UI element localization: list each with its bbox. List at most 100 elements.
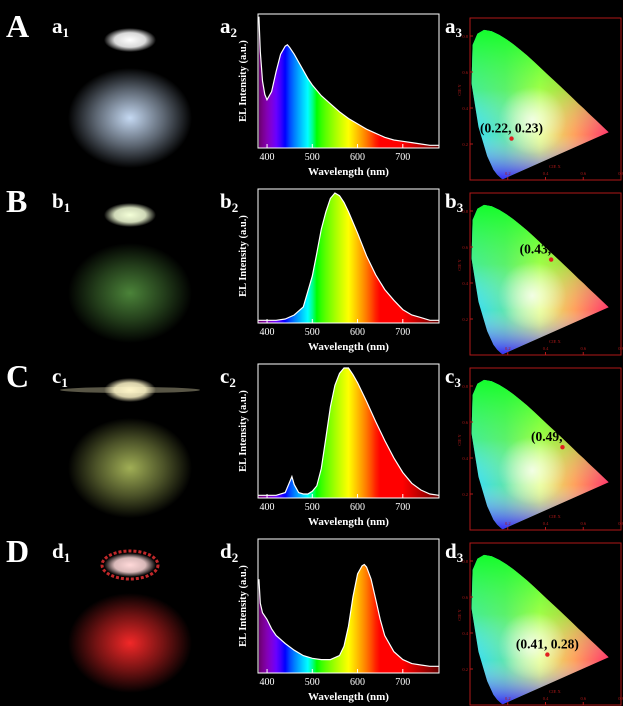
y-axis-label: EL Intensity (a.u.) (238, 40, 249, 122)
panel-label-spectrum: a2 (220, 14, 237, 40)
cie-x-tick-label: 0.2 (505, 696, 511, 701)
x-tick-label: 600 (350, 327, 365, 338)
cie-y-tick-label: 0.2 (462, 492, 468, 497)
x-tick-label: 400 (260, 502, 275, 513)
coordinate-label: (0.41, 0.28) (516, 637, 579, 652)
cie-y-tick-label: 0.4 (462, 106, 468, 111)
cie-x-tick-label: 0.8 (618, 171, 623, 176)
spectrum-line (258, 16, 439, 146)
x-tick-label: 500 (305, 677, 320, 688)
row-letter: A (6, 8, 30, 44)
panel-label-cie: d3 (445, 539, 464, 565)
spectrum-fill (258, 564, 439, 673)
el-spectrum-chart: 400 500 600 700 Wavelength (nm) EL Intensity … (238, 188, 440, 353)
row-letter: D (6, 533, 30, 569)
x-tick-label: 600 (350, 502, 365, 513)
cie-y-tick-label: 0.6 (462, 595, 468, 600)
cie-x-tick-label: 0.8 (618, 521, 623, 526)
y-axis-label: EL Intensity (a.u.) (238, 390, 249, 472)
cie-y-axis-label: CIE Y (457, 609, 462, 621)
emission-glow (68, 593, 192, 693)
lens-flare (60, 387, 200, 393)
led-chip (104, 203, 156, 227)
cie-y-tick-label: 0.2 (462, 667, 468, 672)
cie-x-tick-label: 0.2 (505, 171, 511, 176)
x-tick-label: 700 (395, 327, 410, 338)
cie-y-tick-label: 0.8 (462, 559, 468, 564)
cie-y-tick-label: 0.6 (462, 420, 468, 425)
x-tick-label: 400 (260, 677, 275, 688)
device-photo (68, 549, 192, 693)
spectrum-fill (258, 193, 439, 323)
spectrum-fill (258, 16, 439, 148)
cie-x-tick-label: 0.6 (580, 346, 586, 351)
spectrum-line (258, 367, 439, 496)
panel-label-spectrum: c2 (220, 364, 236, 390)
el-spectrum-chart: 400 500 600 700 Wavelength (nm) EL Intensity … (238, 13, 440, 178)
panel-label-spectrum: d2 (220, 539, 239, 565)
cie-chromaticity-chart: 0.2 0.4 0.6 0.8 0.2 0.4 0.6 0.8 CIE X CIE Y (0.22,… (457, 17, 623, 181)
cie-y-tick-label: 0.2 (462, 142, 468, 147)
x-tick-label: 600 (350, 152, 365, 163)
coordinate-label: (0.43, 0.53) (520, 242, 583, 257)
cie-y-axis-label: CIE Y (457, 259, 462, 271)
spectrum-line (258, 563, 439, 667)
cie-x-axis-label: CIE X (549, 339, 561, 344)
cie-y-tick-label: 0.8 (462, 209, 468, 214)
cie-y-axis-label: CIE Y (457, 434, 462, 446)
device-photo (68, 28, 192, 168)
panel-label-cie: c3 (445, 364, 461, 390)
x-tick-label: 600 (350, 677, 365, 688)
cie-y-tick-label: 0.4 (462, 456, 468, 461)
panel-label-photo: d1 (52, 539, 71, 565)
spectrum-fill (258, 368, 439, 498)
cie-x-tick-label: 0.4 (543, 346, 549, 351)
plot-frame (257, 13, 440, 149)
cie-white-point-glow (471, 379, 609, 530)
cie-x-tick-label: 0.6 (580, 171, 586, 176)
cie-y-axis-label: CIE Y (457, 84, 462, 96)
x-tick-label: 700 (395, 152, 410, 163)
plot-frame (257, 538, 440, 674)
cie-white-point-glow (471, 204, 609, 355)
row-a: A 400 500 600 700 Wavelength (nm) EL Intensity… (0, 8, 623, 184)
cie-y-tick-label: 0.6 (462, 70, 468, 75)
cie-x-tick-label: 0.6 (580, 696, 586, 701)
x-tick-label: 500 (305, 502, 320, 513)
emission-glow (68, 68, 192, 168)
coordinate-label: (0.22, 0.23) (480, 121, 543, 136)
device-photo (68, 203, 192, 343)
x-tick-label: 700 (395, 502, 410, 513)
x-tick-label: 700 (395, 677, 410, 688)
x-axis-label: Wavelength (nm) (308, 341, 389, 353)
row-letter: B (6, 183, 28, 219)
panel-label-spectrum: b2 (220, 189, 239, 215)
row-b: B 400 500 600 700 Wavelength (nm) EL Intensity… (0, 183, 623, 359)
emission-glow (68, 243, 192, 343)
cie-chromaticity-chart: 0.2 0.4 0.6 0.8 0.2 0.4 0.6 0.8 CIE X CIE Y (0.49,… (457, 367, 623, 531)
plot-frame (257, 363, 440, 499)
x-tick-label: 400 (260, 152, 275, 163)
cie-white-point-glow (471, 554, 609, 705)
chromaticity-point (509, 136, 514, 141)
cie-x-tick-label: 0.4 (543, 171, 549, 176)
chromaticity-point (545, 652, 550, 657)
cie-x-tick-label: 0.6 (580, 521, 586, 526)
el-spectrum-chart: 400 500 600 700 Wavelength (nm) EL Intensity … (238, 538, 440, 703)
cie-x-tick-label: 0.4 (543, 521, 549, 526)
cie-chromaticity-chart: 0.2 0.4 0.6 0.8 0.2 0.4 0.6 0.8 CIE X CIE Y (0.41,… (457, 542, 623, 706)
panel-label-photo: a1 (52, 14, 69, 40)
emission-glow (68, 418, 192, 518)
cie-white-point-glow (471, 29, 609, 180)
row-d: D 400 500 600 700 Wavelength (nm) EL Intensity… (0, 533, 623, 706)
cie-x-tick-label: 0.4 (543, 696, 549, 701)
cie-x-tick-label: 0.2 (505, 521, 511, 526)
x-tick-label: 400 (260, 327, 275, 338)
chromaticity-point (548, 257, 554, 262)
chip-rim (100, 549, 160, 581)
panel-label-photo: c1 (52, 364, 68, 390)
cie-x-tick-label: 0.8 (618, 696, 623, 701)
coordinate-label: (0.49, 0.46) (531, 429, 594, 444)
led-chip (104, 28, 156, 52)
